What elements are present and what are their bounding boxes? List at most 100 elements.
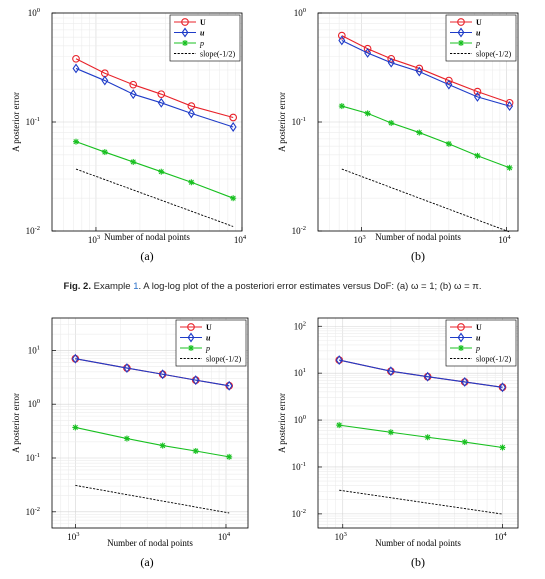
data-point-circle — [505, 98, 514, 107]
y-axis-label: A posterior error — [277, 92, 287, 152]
x-tick-label: 104 — [218, 531, 231, 542]
data-point-diamond — [415, 66, 423, 77]
legend-label-U: U — [200, 18, 206, 27]
data-point-circle — [445, 76, 453, 85]
series-u — [335, 355, 506, 393]
y-tick-exponent: 2 — [303, 320, 306, 327]
x-tick-label: 103 — [88, 234, 100, 245]
x-tick-label: 104 — [234, 234, 247, 245]
y-tick-exponent: -1 — [35, 452, 40, 459]
legend-label-U: U — [476, 18, 482, 27]
star-stroke — [446, 141, 452, 147]
data-point-star — [72, 424, 79, 431]
data-point-diamond — [101, 75, 109, 86]
star-stroke — [336, 422, 342, 428]
data-point-circle — [473, 87, 482, 96]
panel-label: (b) — [411, 555, 425, 569]
star-stroke — [130, 159, 136, 165]
star-stroke — [339, 103, 345, 109]
legend-label-u: u — [476, 334, 481, 343]
series-p — [72, 424, 233, 460]
data-point-circle — [337, 31, 346, 40]
y-axis-label: A posterior error — [277, 393, 287, 453]
y-tick-label: 100 — [294, 414, 306, 425]
legend-label-p: p — [475, 344, 480, 353]
figure-caption: Fig. 2. Example 1. A log-log plot of the… — [0, 281, 545, 292]
x-tick-exponent: 3 — [362, 234, 365, 241]
star-stroke — [365, 110, 371, 116]
legend-label-p: p — [205, 344, 210, 353]
caption-example-link[interactable]: 1 — [133, 281, 139, 292]
y-tick-exponent: -1 — [35, 116, 40, 123]
series-p — [336, 422, 506, 451]
series-line — [341, 39, 510, 107]
series-line — [75, 426, 230, 458]
data-point-star — [499, 444, 506, 451]
data-point-star — [458, 40, 464, 46]
y-tick-label: 10-2 — [292, 508, 306, 519]
data-point-diamond — [159, 369, 167, 380]
series-slope — [339, 489, 503, 515]
x-tick-exponent: 3 — [97, 234, 100, 241]
y-tick-exponent: -2 — [35, 506, 40, 513]
y-tick-label: 100 — [28, 398, 40, 409]
star-stroke — [158, 169, 164, 175]
data-point-circle — [157, 90, 166, 99]
y-tick-exponent: -2 — [35, 225, 40, 232]
data-point-diamond — [181, 27, 189, 38]
data-point-circle — [229, 113, 238, 122]
x-tick-exponent: 4 — [507, 234, 511, 241]
chart-panel-1: 103 104 10-2 10-1 100 Number of nodal points A… — [277, 7, 519, 263]
data-point-diamond — [445, 79, 453, 90]
x-tick-exponent: 4 — [227, 531, 231, 538]
star-stroke — [188, 345, 194, 351]
data-point-star — [101, 149, 108, 156]
y-tick-exponent: -2 — [301, 225, 306, 232]
series-line — [341, 105, 510, 169]
star-stroke — [230, 195, 236, 201]
data-point-diamond — [335, 355, 343, 366]
y-tick-exponent: 0 — [303, 7, 306, 14]
y-tick-label: 10-2 — [26, 225, 40, 236]
series-u — [71, 353, 233, 391]
series-u — [338, 35, 514, 112]
data-point-star — [158, 168, 165, 175]
data-point-diamond — [187, 332, 195, 343]
legend-label-U: U — [206, 323, 212, 332]
data-point-star — [445, 140, 452, 147]
series-line — [75, 484, 230, 514]
data-point-diamond — [157, 97, 165, 108]
data-point-star — [182, 40, 188, 46]
data-point-star — [388, 119, 395, 126]
series-p — [73, 138, 237, 202]
panel-label: (a) — [140, 249, 153, 263]
y-tick-label: 10-1 — [26, 452, 40, 463]
data-point-diamond — [387, 366, 395, 377]
panel-label: (a) — [140, 555, 153, 569]
caption-label: Fig. 2. — [63, 281, 91, 292]
star-stroke — [160, 443, 166, 449]
data-point-circle — [181, 18, 189, 26]
legend: Uup slope(-1/2) — [169, 14, 241, 62]
data-point-diamond — [499, 382, 506, 393]
data-point-circle — [457, 323, 465, 331]
data-point-diamond — [457, 27, 465, 38]
data-point-diamond — [387, 57, 395, 68]
data-point-star — [338, 103, 345, 110]
data-point-circle — [363, 44, 372, 53]
data-point-star — [159, 442, 166, 449]
star-stroke — [226, 454, 232, 460]
data-point-diamond — [129, 89, 137, 100]
star-stroke — [193, 448, 199, 454]
y-tick-label: 102 — [294, 320, 306, 331]
star-stroke — [499, 444, 506, 451]
data-point-star — [230, 195, 237, 202]
star-stroke — [182, 40, 188, 46]
x-tick-exponent: 3 — [76, 531, 79, 538]
star-stroke — [388, 120, 394, 126]
legend-label-p: p — [199, 39, 204, 48]
data-point-diamond — [225, 380, 233, 391]
x-tick-label: 103 — [353, 234, 365, 245]
